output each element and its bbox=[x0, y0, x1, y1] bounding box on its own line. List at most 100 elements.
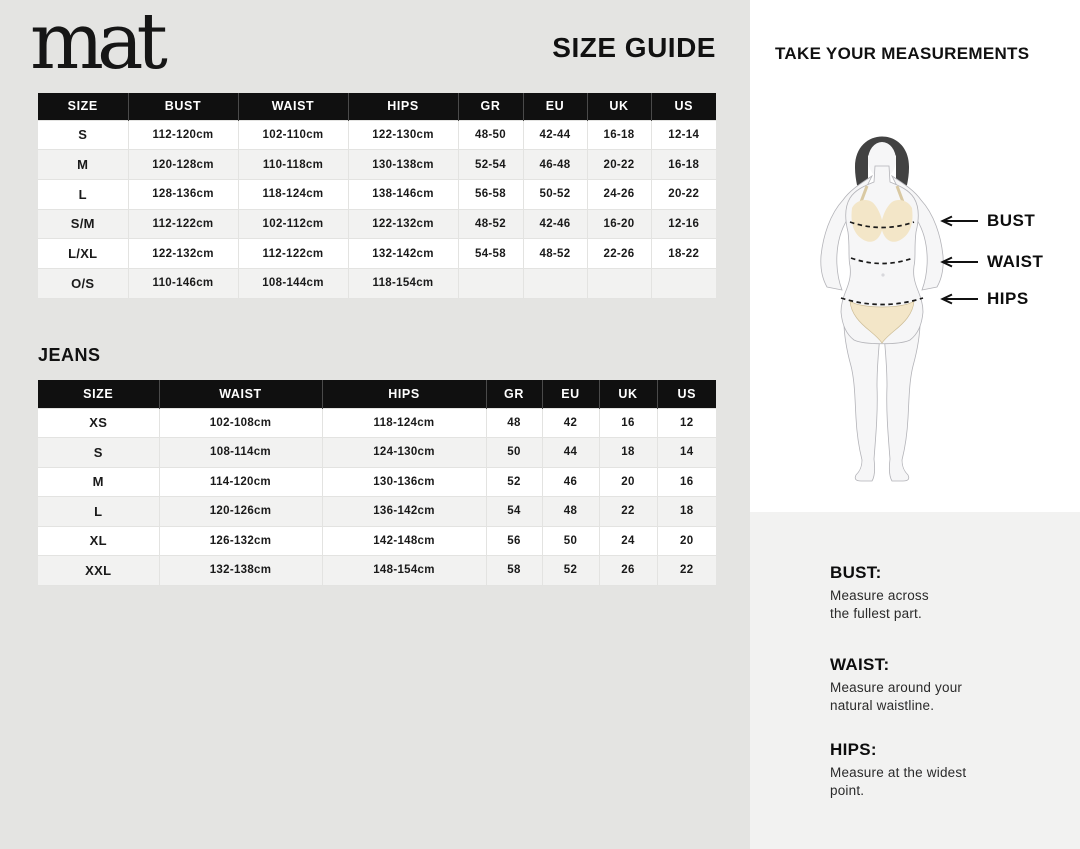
table-cell: 46-48 bbox=[522, 149, 588, 180]
tip-hips-text: Measure at the widest point. bbox=[830, 765, 967, 798]
table-cell bbox=[650, 267, 716, 299]
figure-label-waist: WAIST bbox=[936, 252, 1043, 272]
left-arrow-icon bbox=[940, 215, 978, 227]
figure-bra bbox=[851, 200, 913, 242]
column-header: SIZE bbox=[38, 93, 129, 120]
tip-bust-text: Measure across the fullest part. bbox=[830, 588, 929, 621]
table-cell: 42 bbox=[541, 407, 600, 438]
table-row: XL 126-132cm 142-148cm 56 50 24 20 bbox=[38, 525, 716, 556]
column-header: GR bbox=[486, 380, 543, 408]
table-cell: 20-22 bbox=[650, 178, 716, 210]
table-cell: L bbox=[38, 496, 160, 527]
column-header: EU bbox=[542, 380, 600, 408]
table-cell: 26 bbox=[598, 555, 658, 586]
jeans-size-table: SIZE WAIST HIPS GR EU UK US XS 102-108cm 118-124c… bbox=[38, 380, 716, 586]
bust-dash-line bbox=[849, 221, 915, 229]
table-cell: 112-122cm bbox=[127, 208, 239, 240]
measurement-tips-panel: BUST: Measure across the fullest part. W… bbox=[750, 512, 1080, 849]
figure-hair bbox=[854, 136, 910, 188]
table-cell: 12-14 bbox=[650, 119, 716, 151]
table-cell: 46 bbox=[541, 466, 600, 497]
figure-label-hips: HIPS bbox=[936, 289, 1029, 309]
table-cell: XS bbox=[38, 407, 160, 438]
column-header: UK bbox=[599, 380, 658, 408]
table-cell: 52-54 bbox=[457, 149, 524, 180]
table-cell: 18-22 bbox=[650, 238, 716, 269]
table-cell: XL bbox=[38, 525, 160, 556]
table-cell: 16-18 bbox=[586, 119, 652, 151]
figure-left-leg bbox=[843, 311, 882, 482]
table-row: L/XL 122-132cm 112-122cm 132-142cm 54-58 48-5… bbox=[38, 238, 716, 269]
column-header: HIPS bbox=[348, 93, 459, 120]
table-cell: 132-138cm bbox=[158, 555, 323, 586]
table-cell: 16-20 bbox=[586, 208, 652, 240]
table-row: S 112-120cm 102-110cm 122-130cm 48-50 42-44 16… bbox=[38, 119, 716, 151]
table-row: S 108-114cm 124-130cm 50 44 18 14 bbox=[38, 437, 716, 468]
table-cell bbox=[586, 267, 652, 299]
table-cell: 48 bbox=[541, 496, 600, 527]
table-cell: 12-16 bbox=[650, 208, 716, 240]
table-cell: 20 bbox=[656, 525, 716, 556]
table-cell: XXL bbox=[38, 555, 160, 586]
table-cell: 132-142cm bbox=[347, 238, 459, 269]
table-cell: 24 bbox=[598, 525, 658, 556]
table-cell: 108-144cm bbox=[237, 267, 349, 299]
figure-right-leg bbox=[882, 311, 921, 482]
table-cell: 50 bbox=[485, 437, 543, 468]
table-cell: 22-26 bbox=[586, 238, 652, 269]
table-cell: 24-26 bbox=[586, 178, 652, 210]
figure-left-arm bbox=[820, 174, 874, 291]
table-cell: 118-124cm bbox=[237, 178, 349, 210]
table-cell: 22 bbox=[656, 555, 716, 586]
left-arrow-icon bbox=[940, 293, 978, 305]
table-cell: 102-112cm bbox=[237, 208, 349, 240]
measurements-title: TAKE YOUR MEASUREMENTS bbox=[775, 44, 1030, 63]
table-cell: S bbox=[38, 119, 129, 151]
table-cell: 102-110cm bbox=[237, 119, 349, 151]
table-cell: 48-50 bbox=[457, 119, 524, 151]
table-cell: 56 bbox=[485, 525, 543, 556]
left-arrow-icon bbox=[940, 256, 978, 268]
table-cell: 42-44 bbox=[522, 119, 588, 151]
table-cell: 14 bbox=[656, 437, 716, 468]
table-cell: 102-108cm bbox=[158, 407, 323, 438]
main-size-table: SIZE BUST WAIST HIPS GR EU UK US S 112-120cm 102-1… bbox=[38, 93, 716, 299]
table-cell: S/M bbox=[38, 208, 129, 240]
table-cell: 122-132cm bbox=[127, 238, 239, 269]
table-cell: 42-46 bbox=[522, 208, 588, 240]
table-cell: 48-52 bbox=[522, 238, 588, 269]
page-title: SIZE GUIDE bbox=[552, 32, 716, 63]
table-cell: 52 bbox=[485, 466, 543, 497]
table-cell: 54-58 bbox=[457, 238, 524, 269]
tip-waist: WAIST: Measure around your natural waist… bbox=[830, 655, 1060, 714]
table-row: XXL 132-138cm 148-154cm 58 52 26 22 bbox=[38, 555, 716, 586]
hips-dash-line bbox=[840, 297, 924, 306]
column-header: GR bbox=[458, 93, 524, 120]
table-cell: 138-146cm bbox=[347, 178, 459, 210]
table-cell: 16 bbox=[598, 407, 658, 438]
column-header: UK bbox=[587, 93, 652, 120]
figure-right-arm bbox=[890, 174, 944, 291]
table-cell: 108-114cm bbox=[158, 437, 323, 468]
table-cell: 118-124cm bbox=[321, 407, 487, 438]
table-cell: S bbox=[38, 437, 160, 468]
table-cell: 120-128cm bbox=[127, 149, 239, 180]
table-cell: 112-122cm bbox=[237, 238, 349, 269]
table-cell: 128-136cm bbox=[127, 178, 239, 210]
column-header: WAIST bbox=[159, 380, 323, 408]
column-header: WAIST bbox=[238, 93, 349, 120]
body-figure-svg bbox=[820, 136, 944, 482]
table-cell: 130-138cm bbox=[347, 149, 459, 180]
table-cell: 16 bbox=[656, 466, 716, 497]
column-header: SIZE bbox=[38, 380, 160, 408]
table-cell: 126-132cm bbox=[158, 525, 323, 556]
table-cell: L bbox=[38, 178, 129, 210]
table-cell: 22 bbox=[598, 496, 658, 527]
waist-label: WAIST bbox=[987, 252, 1044, 271]
table-cell: 56-58 bbox=[457, 178, 524, 210]
measurements-panel: TAKE YOUR MEASUREMENTS bbox=[750, 0, 1080, 512]
table-cell: 20-22 bbox=[586, 149, 652, 180]
table-row: L 128-136cm 118-124cm 138-146cm 56-58 50-52 24… bbox=[38, 178, 716, 210]
bust-label: BUST bbox=[987, 211, 1036, 230]
